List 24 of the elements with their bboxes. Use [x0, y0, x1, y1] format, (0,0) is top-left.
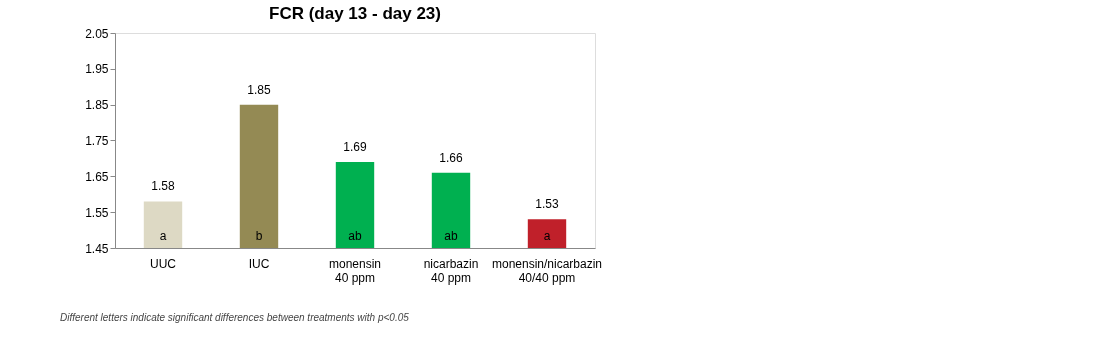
x-tick-label: monensin/nicarbazin 40/40 ppm	[491, 256, 603, 285]
x-tick-label: monensin 40 ppm	[328, 256, 382, 285]
y-tick-label: 1.65	[85, 169, 109, 184]
annotation: ab	[444, 229, 458, 243]
chart-title: FCR (day 13 - day 23)	[269, 4, 441, 23]
data-label: 1.69	[343, 140, 367, 154]
data-label: 1.66	[439, 150, 463, 165]
y-tick-label: 2.05	[85, 26, 109, 41]
y-tick-label: 1.55	[85, 205, 109, 220]
annotation: b	[255, 229, 263, 243]
text: Different letters indicate significant differences between treatments with p<0.05	[60, 312, 410, 323]
x-tick-label: IUC	[248, 256, 270, 271]
data-label: 1.85	[247, 82, 271, 97]
y-tick-label: 1.75	[85, 134, 109, 148]
annotation: a	[543, 229, 551, 243]
y-tick-label: 1.45	[85, 241, 109, 256]
data-label: 1.53	[535, 197, 559, 212]
annotation: ab	[348, 229, 362, 243]
x-tick-label: UUC	[150, 256, 177, 271]
y-tick-label: 1.95	[85, 62, 109, 77]
y-tick-label: 1.85	[85, 98, 109, 113]
x-tick-label: nicarbazin 40 ppm	[423, 256, 479, 285]
annotation: a	[159, 229, 167, 243]
data-label: 1.58	[151, 179, 175, 194]
